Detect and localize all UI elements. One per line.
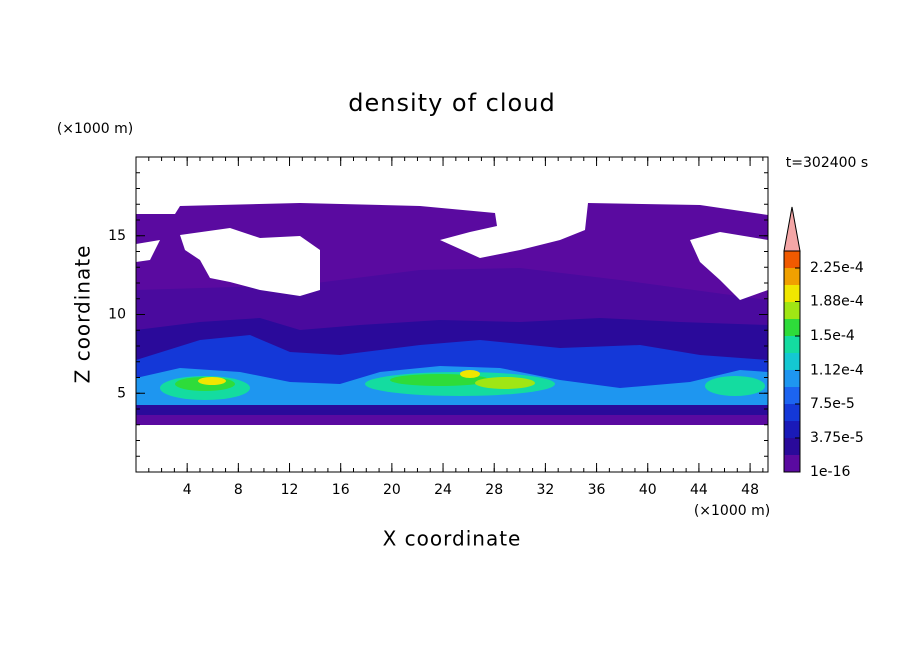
x-tick-label: 40 — [639, 482, 657, 498]
contour-region — [475, 377, 535, 389]
colorbar-band — [784, 319, 800, 336]
y-axis-label: Z coordinate — [71, 245, 95, 384]
y-tick-label: 5 — [117, 385, 126, 401]
chart-title: density of cloud — [348, 89, 555, 117]
contour-hole — [136, 240, 160, 262]
x-tick-label: 16 — [332, 482, 350, 498]
x-tick-label: 48 — [741, 482, 759, 498]
colorbar-band — [784, 302, 800, 319]
y-tick-label: 15 — [108, 228, 126, 244]
x-tick-label: 4 — [183, 482, 192, 498]
colorbar-band — [784, 268, 800, 285]
x-tick-label: 28 — [485, 482, 503, 498]
colorbar-band — [784, 251, 800, 268]
contour-region — [460, 370, 480, 378]
colorbar-frame — [783, 250, 801, 473]
x-tick-label: 44 — [690, 482, 708, 498]
contour-hole — [690, 232, 768, 300]
colorbar-band — [784, 387, 800, 404]
x-tick-label: 24 — [434, 482, 452, 498]
x-unit: (×1000 m) — [694, 503, 770, 519]
colorbar-band — [784, 421, 800, 438]
y-unit: (×1000 m) — [57, 121, 133, 137]
colorbar-tick-label: 1.12e-4 — [810, 362, 864, 378]
x-tick-label: 8 — [234, 482, 243, 498]
x-axis-label: X coordinate — [383, 527, 522, 551]
colorbar-band — [784, 353, 800, 370]
colorbar-band — [784, 336, 800, 353]
x-tick-label: 36 — [588, 482, 606, 498]
contour-region — [198, 377, 226, 385]
colorbar-tick-label: 3.75e-5 — [810, 430, 864, 446]
contour-region — [136, 415, 768, 425]
colorbar-tick-label: 2.25e-4 — [810, 260, 864, 276]
colorbar-band — [784, 285, 800, 302]
colorbar-band — [784, 455, 800, 472]
colorbar-band — [784, 404, 800, 421]
contour-hole — [180, 228, 320, 296]
x-tick-label: 12 — [281, 482, 299, 498]
contour-region — [705, 376, 765, 396]
colorbar-tick-label: 1e-16 — [810, 464, 850, 480]
y-tick-label: 10 — [108, 307, 126, 323]
colorbar-tick-label: 1.88e-4 — [810, 294, 864, 310]
x-tick-label: 20 — [383, 482, 401, 498]
colorbar-tick-label: 7.5e-5 — [810, 396, 855, 412]
x-tick-label: 32 — [536, 482, 554, 498]
colorbar-band — [784, 438, 800, 455]
annotation: t=302400 s — [786, 155, 868, 171]
colorbar-tick-label: 1.5e-4 — [810, 328, 855, 344]
colorbar-band — [784, 370, 800, 387]
contour-field — [136, 203, 768, 425]
